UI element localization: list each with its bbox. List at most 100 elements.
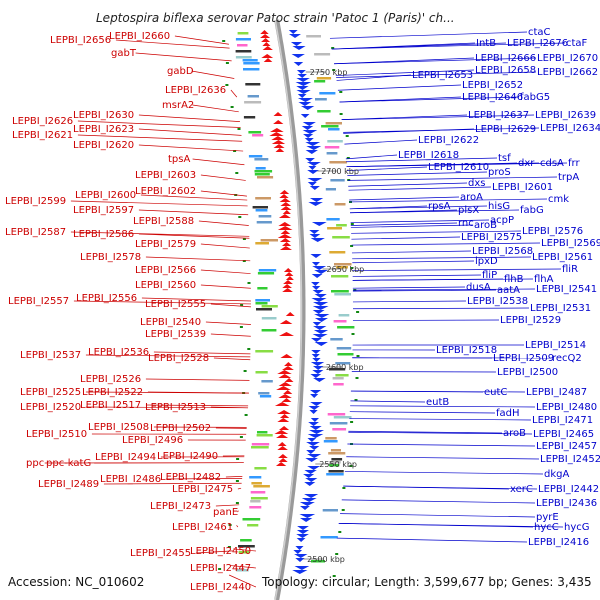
rna-mark <box>342 487 346 489</box>
category-bar <box>235 38 251 41</box>
category-bar <box>327 140 343 143</box>
rna-mark <box>341 509 345 511</box>
forward-gene-mark <box>306 450 316 454</box>
gene-label-left: LEPBI_I2536 <box>88 347 149 358</box>
forward-gene-mark <box>299 514 316 518</box>
connector-line-left <box>228 574 257 588</box>
gene-label-right: LEPBI_I2480 <box>536 402 597 413</box>
connector-line-right <box>336 537 528 543</box>
connector-line-right <box>335 69 475 76</box>
rna-mark <box>339 91 343 93</box>
gene-label-left: LEPBI_I2539 <box>145 329 206 340</box>
category-bar <box>261 329 277 332</box>
reverse-gene-mark <box>283 268 293 272</box>
forward-gene-mark <box>296 530 309 534</box>
category-bar <box>258 215 272 218</box>
category-bar <box>237 44 248 47</box>
rna-mark <box>356 355 360 357</box>
gene-label-left: tpsA <box>168 154 190 165</box>
reverse-gene-mark <box>260 30 269 34</box>
gene-label-right: xerC <box>510 484 533 495</box>
gene-label-right: aroB <box>503 428 526 439</box>
forward-gene-mark <box>297 98 313 102</box>
gene-label-right: LEPBI_I2538 <box>467 296 528 307</box>
kbp-tick-label: 2500 kbp <box>307 555 345 564</box>
category-bar <box>335 362 351 365</box>
category-bar <box>330 338 343 341</box>
connector-line-right <box>348 182 468 187</box>
reverse-gene-mark <box>273 120 284 124</box>
gene-label-left: LEPBI_I2486 <box>100 474 161 485</box>
gene-label-right: hycG <box>564 522 590 533</box>
gene-label-right: pyrE <box>536 512 559 523</box>
category-bar <box>336 266 348 269</box>
forward-gene-mark <box>310 362 325 366</box>
gene-label-left: LEPBI_I2510 <box>26 429 87 440</box>
rna-mark <box>338 531 342 533</box>
connector-line-right <box>352 307 530 310</box>
forward-gene-mark <box>313 326 327 330</box>
category-bar <box>260 239 278 242</box>
connector-line-left <box>200 243 250 249</box>
kbp-tick-label: 2700 kbp <box>321 167 359 176</box>
category-bar <box>331 290 349 293</box>
category-bar <box>251 443 270 446</box>
reverse-gene-mark <box>261 54 274 58</box>
reverse-gene-mark <box>283 280 293 284</box>
reverse-gene-mark <box>284 272 294 276</box>
gene-label-right: eutB <box>426 397 449 408</box>
rna-mark <box>238 216 242 218</box>
gene-label-right: trpA <box>558 172 579 183</box>
gene-label-left: LEPBI_I2537 <box>20 350 81 361</box>
connector-line-left <box>192 158 245 166</box>
forward-gene-mark <box>312 290 324 294</box>
gene-label-left: LEPBI_I2526 <box>80 374 141 385</box>
forward-gene-mark <box>309 198 324 202</box>
forward-gene-mark <box>312 358 321 362</box>
gene-label-left: LEPBI_I2578 <box>80 252 141 263</box>
category-bar <box>327 413 346 416</box>
gene-label-left: LEPBI_I2440 <box>190 582 251 593</box>
rna-mark <box>239 326 243 328</box>
gene-label-left: LEPBI_I2636 <box>165 85 226 96</box>
forward-gene-mark <box>310 394 319 398</box>
forward-gene-mark <box>309 410 318 414</box>
category-bar <box>332 428 347 431</box>
category-bar <box>255 371 268 374</box>
connector-line-left <box>153 351 251 355</box>
backbone-highlight <box>274 19 303 600</box>
forward-gene-mark <box>300 518 313 522</box>
connector-line-right <box>351 242 541 246</box>
category-bar <box>327 227 342 230</box>
gene-label-right: tsf <box>498 153 511 164</box>
reverse-gene-mark <box>282 288 293 292</box>
forward-gene-mark <box>307 434 324 438</box>
forward-gene-mark <box>312 322 322 326</box>
gene-label-left: LEPBI_I2579 <box>135 239 196 250</box>
rna-mark <box>345 135 349 137</box>
category-bar <box>242 518 261 521</box>
forward-gene-mark <box>307 438 317 442</box>
rna-mark <box>242 238 246 240</box>
gene-label-right: ctaC <box>528 27 551 38</box>
category-bar <box>245 83 261 86</box>
forward-gene-mark <box>312 370 324 374</box>
connector-line-right <box>331 42 566 50</box>
connector-line-right <box>352 300 467 303</box>
connector-line-left <box>237 510 239 513</box>
forward-gene-mark <box>301 106 315 110</box>
gene-label-right: LEPBI_I2576 <box>522 226 583 237</box>
forward-gene-mark <box>314 318 328 322</box>
category-bar <box>254 467 267 470</box>
category-bar <box>335 374 349 377</box>
forward-gene-mark <box>310 254 322 258</box>
connector-line-left <box>200 190 247 197</box>
forward-gene-mark <box>305 478 318 482</box>
connector-line-right <box>346 456 540 460</box>
map-title: Leptospira biflexa serovar Patoc strain … <box>96 11 455 25</box>
gene-label-right: fadH <box>496 408 520 419</box>
gene-label-right: fabG5 <box>520 92 550 103</box>
connector-line-left <box>138 114 240 122</box>
gene-label-left: LEPBI_I2475 <box>172 484 233 495</box>
category-bar <box>235 56 252 59</box>
